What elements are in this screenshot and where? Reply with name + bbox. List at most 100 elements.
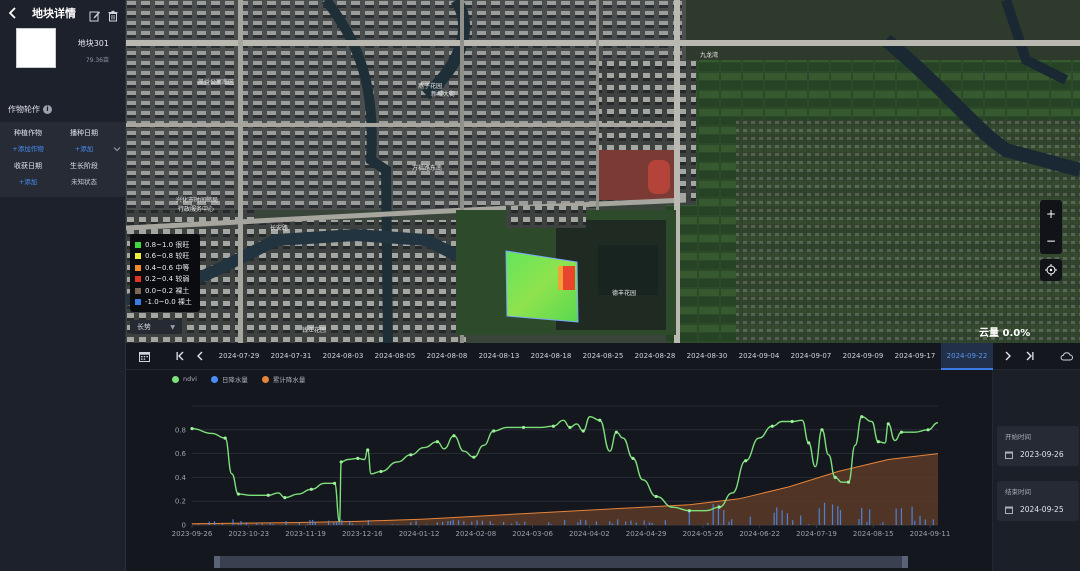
- plot-summary: 地块301 79.36亩: [0, 26, 125, 74]
- legend-text: 0.0~0.2 裸土: [145, 286, 190, 295]
- precip-bar: [595, 521, 598, 525]
- edit-icon[interactable]: [89, 7, 101, 22]
- date-item[interactable]: 2024-08-03: [322, 351, 364, 360]
- precip-bar: [630, 520, 632, 525]
- date-item[interactable]: 2024-08-08: [426, 351, 468, 360]
- y-tick-label: 0.6: [175, 450, 187, 458]
- prev-icon[interactable]: [193, 349, 207, 363]
- date-item[interactable]: 2024-08-30: [686, 351, 728, 360]
- precip-bar: [245, 522, 247, 525]
- ndvi-point: [687, 509, 691, 513]
- stage-label: 生长阶段: [70, 162, 98, 170]
- calendar-icon[interactable]: [137, 349, 151, 363]
- last-page-icon[interactable]: [1023, 349, 1037, 363]
- y-tick-label: 0.8: [175, 426, 186, 434]
- legend-item: 0.8~1.0 很旺: [135, 239, 195, 251]
- crop-rotation-card: 种植作物 +添加作物 播种日期 +添加 收获日期 +添加 生长阶段 未知状态: [0, 122, 125, 197]
- precip-bar: [213, 521, 216, 525]
- precip-bar: [237, 523, 239, 525]
- x-tick-label: 2024-07-19: [796, 530, 837, 538]
- ndvi-point: [581, 429, 585, 433]
- precip-bar: [932, 519, 934, 525]
- back-icon[interactable]: [6, 6, 20, 20]
- add-harvest-date-link[interactable]: +添加: [18, 178, 38, 186]
- precip-bar: [625, 521, 627, 525]
- precip-bar: [611, 523, 613, 525]
- satellite-map[interactable]: 凯益公寓南区 燕子花园 新城大街 兴化市时间邮局 行政服务中心 万福路东南 长安…: [126, 0, 1080, 343]
- precip-bar: [688, 511, 690, 525]
- date-item[interactable]: 2024-09-17: [894, 351, 936, 360]
- map-label: 兴化市时间邮局: [176, 196, 218, 204]
- plot-info: 地块301 79.36亩: [56, 28, 109, 74]
- precip-bar: [298, 522, 300, 525]
- info-icon[interactable]: i: [43, 104, 52, 114]
- delete-icon[interactable]: [107, 7, 119, 22]
- precip-bar: [550, 524, 552, 525]
- start-time-field[interactable]: 开始时间 2023-09-26: [997, 426, 1079, 466]
- precip-bar: [664, 520, 666, 525]
- time-panel: 开始时间 2023-09-26 结束时间 2024-09-25: [992, 370, 1080, 571]
- cumulative-area: [192, 453, 938, 525]
- cloud-icon[interactable]: [1059, 349, 1073, 363]
- date-item[interactable]: 2024-07-31: [270, 351, 312, 360]
- date-item[interactable]: 2024-08-13: [478, 351, 520, 360]
- precip-bar: [882, 522, 884, 525]
- ndvi-point: [435, 440, 439, 444]
- legend-item: -1.0~0.0 裸土: [135, 297, 195, 309]
- precip-bar: [256, 522, 258, 525]
- ndvi-point: [744, 459, 748, 463]
- legend-swatch: [135, 264, 141, 271]
- ndvi-point: [860, 415, 864, 419]
- precip-bar: [800, 515, 802, 525]
- precip-bar: [492, 523, 494, 525]
- slider-handle-left[interactable]: [214, 556, 220, 568]
- ndvi-point: [492, 429, 496, 433]
- chevron-down-icon[interactable]: [113, 138, 121, 152]
- precip-bar: [823, 502, 826, 525]
- chart-legend-item[interactable]: ndvi: [172, 374, 197, 384]
- map-label: 长安路: [270, 224, 288, 232]
- next-icon[interactable]: [1001, 349, 1015, 363]
- precip-bar: [333, 522, 335, 525]
- ndvi-point: [236, 492, 241, 496]
- ndvi-point: [366, 448, 370, 452]
- ndvi-point: [332, 481, 337, 485]
- precip-bar: [240, 521, 242, 525]
- end-time-value: 2024-09-25: [1020, 505, 1064, 514]
- chart-legend-label: 日降水量: [221, 376, 248, 384]
- date-item[interactable]: 2024-09-04: [738, 351, 780, 360]
- date-item[interactable]: 2024-08-28: [634, 351, 676, 360]
- map-label: 万福路东南: [412, 164, 442, 172]
- precip-bar: [312, 519, 314, 525]
- precip-bar: [261, 523, 263, 525]
- slider-handle-right[interactable]: [902, 556, 908, 568]
- growth-layer-select[interactable]: 长势 ▼: [130, 320, 182, 334]
- add-sow-date-link[interactable]: +添加: [74, 145, 94, 153]
- date-item[interactable]: 2024-08-18: [530, 351, 572, 360]
- first-page-icon[interactable]: [173, 349, 187, 363]
- date-item[interactable]: 2024-09-07: [790, 351, 832, 360]
- precip-bar: [489, 521, 491, 525]
- chart-panel: ndvi 日降水量 累计降水量 0 0.2 0.4 0.6 0.8 2023-09-26 202…: [126, 370, 992, 571]
- date-item[interactable]: 2024-08-05: [374, 351, 416, 360]
- chart-legend-item[interactable]: 累计降水量: [261, 374, 305, 384]
- date-item[interactable]: 2024-08-25: [582, 351, 624, 360]
- precip-bar: [367, 519, 369, 525]
- add-crop-link[interactable]: +添加作物: [12, 145, 44, 153]
- date-item[interactable]: 2024-07-29: [218, 351, 260, 360]
- date-item[interactable]: 2024-09-22: [941, 342, 993, 370]
- zoom-out-button[interactable]: −: [1045, 233, 1057, 248]
- x-tick-label: 2024-04-02: [569, 530, 610, 538]
- legend-dot: [172, 375, 179, 383]
- precip-bar: [221, 524, 224, 525]
- section-title: 作物轮作 i: [0, 102, 125, 116]
- plot-area: 79.36亩: [85, 57, 109, 64]
- zoom-in-button[interactable]: +: [1045, 206, 1057, 221]
- time-range-slider[interactable]: [214, 556, 908, 568]
- locate-button[interactable]: [1040, 259, 1062, 281]
- date-item[interactable]: 2024-09-09: [842, 351, 884, 360]
- end-time-field[interactable]: 结束时间 2024-09-25: [997, 481, 1079, 521]
- x-tick-label: 2024-09-11: [910, 530, 951, 538]
- chart-legend-item[interactable]: 日降水量: [210, 374, 248, 384]
- ndvi-point: [309, 487, 313, 491]
